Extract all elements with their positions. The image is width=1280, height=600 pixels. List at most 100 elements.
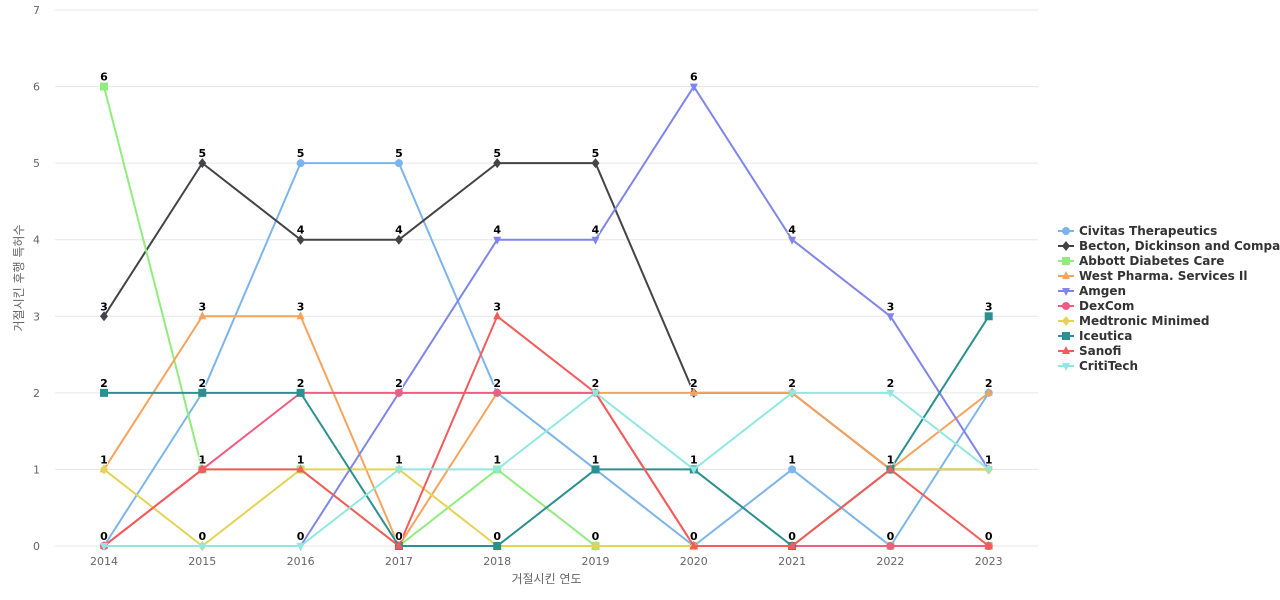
- data-label: 0: [297, 530, 305, 543]
- legend-item[interactable]: Becton, Dickinson and Compa...: [1058, 239, 1280, 253]
- data-label: 1: [788, 453, 796, 466]
- data-point: [886, 389, 895, 398]
- data-point: [296, 464, 305, 473]
- y-tick-label: 2: [33, 387, 40, 400]
- data-label: 5: [198, 147, 206, 160]
- data-label: 2: [788, 377, 796, 390]
- data-labels: 6321053210543210542105432105421062104210…: [99, 70, 994, 544]
- legend-item[interactable]: Abbott Diabetes Care: [1058, 254, 1224, 268]
- series-line: [104, 391, 990, 547]
- data-point: [788, 236, 797, 245]
- legend-marker: [1062, 346, 1070, 354]
- data-point: [493, 311, 502, 320]
- data-label: 2: [198, 377, 206, 390]
- legend-item[interactable]: Sanofi: [1058, 344, 1121, 358]
- legend-marker: [1062, 302, 1070, 310]
- data-label: 1: [592, 453, 600, 466]
- data-point: [689, 83, 698, 92]
- x-tick-label: 2016: [287, 555, 315, 568]
- legend-label: Amgen: [1079, 284, 1126, 298]
- legend-marker: [1062, 241, 1070, 251]
- legend-marker: [1062, 257, 1070, 265]
- data-point: [493, 236, 502, 245]
- legend-item[interactable]: DexCom: [1058, 299, 1134, 313]
- data-label: 4: [297, 224, 305, 237]
- legend-item[interactable]: CritiTech: [1058, 359, 1138, 373]
- legend-label: CritiTech: [1079, 359, 1138, 373]
- x-tick-label: 2022: [876, 555, 904, 568]
- data-label: 4: [592, 224, 600, 237]
- data-label: 6: [100, 71, 108, 84]
- legend-item[interactable]: Iceutica: [1058, 329, 1132, 343]
- y-tick-label: 3: [33, 310, 40, 323]
- series-line: [103, 391, 989, 547]
- legend-item[interactable]: Amgen: [1058, 284, 1126, 298]
- x-tick-label: 2014: [90, 555, 118, 568]
- y-tick-label: 5: [33, 157, 40, 170]
- data-point: [296, 311, 305, 320]
- data-point: [689, 541, 698, 549]
- data-label: 0: [395, 530, 403, 543]
- legend-item[interactable]: West Pharma. Services Il: [1058, 269, 1247, 283]
- data-point: [394, 388, 403, 397]
- legend-marker: [1062, 316, 1070, 326]
- series-9: [100, 389, 993, 551]
- data-label: 0: [788, 530, 796, 543]
- data-label: 4: [493, 224, 501, 237]
- x-tick-label: 2023: [975, 555, 1003, 568]
- legend-marker: [1062, 363, 1070, 371]
- data-point: [100, 311, 108, 322]
- data-point: [886, 464, 895, 473]
- data-point: [788, 389, 797, 398]
- y-tick-label: 1: [33, 463, 40, 476]
- x-tick-label: 2021: [778, 555, 806, 568]
- data-point: [394, 234, 403, 245]
- data-label: 0: [690, 530, 698, 543]
- data-point: [394, 541, 403, 549]
- series-layer: [100, 82, 993, 551]
- data-label: 2: [395, 377, 403, 390]
- data-label: 0: [198, 530, 206, 543]
- data-point: [886, 542, 895, 550]
- data-point: [984, 541, 993, 549]
- data-label: 3: [493, 300, 501, 313]
- data-point: [493, 466, 502, 475]
- legend-label: Medtronic Minimed: [1079, 314, 1209, 328]
- data-label: 3: [100, 300, 108, 313]
- data-label: 4: [788, 224, 796, 237]
- legend-marker: [1062, 271, 1070, 279]
- data-point: [296, 234, 305, 245]
- data-label: 1: [985, 453, 993, 466]
- data-label: 2: [100, 377, 108, 390]
- data-point: [591, 541, 600, 551]
- data-point: [493, 542, 502, 550]
- legend-item[interactable]: Civitas Therapeutics: [1058, 224, 1217, 238]
- data-label: 0: [493, 530, 501, 543]
- data-point: [984, 387, 993, 396]
- legend-marker: [1062, 227, 1070, 235]
- data-label: 3: [887, 300, 895, 313]
- data-point: [296, 159, 305, 168]
- data-point: [198, 388, 207, 397]
- data-point: [591, 158, 600, 169]
- data-point: [198, 311, 207, 320]
- data-label: 4: [395, 224, 403, 237]
- data-point: [591, 389, 600, 398]
- data-label: 3: [985, 300, 993, 313]
- data-label: 1: [198, 453, 206, 466]
- data-label: 2: [493, 377, 501, 390]
- data-point: [788, 541, 797, 549]
- y-tick-label: 7: [33, 4, 40, 17]
- data-point: [198, 464, 207, 473]
- data-point: [689, 387, 698, 396]
- data-point: [100, 543, 108, 551]
- x-axis-title: 거절시킨 연도: [511, 572, 581, 586]
- data-point: [493, 158, 502, 169]
- data-label: 5: [592, 147, 600, 160]
- legend-item[interactable]: Medtronic Minimed: [1058, 314, 1209, 328]
- legend-label: Sanofi: [1079, 344, 1121, 358]
- data-point: [689, 466, 698, 475]
